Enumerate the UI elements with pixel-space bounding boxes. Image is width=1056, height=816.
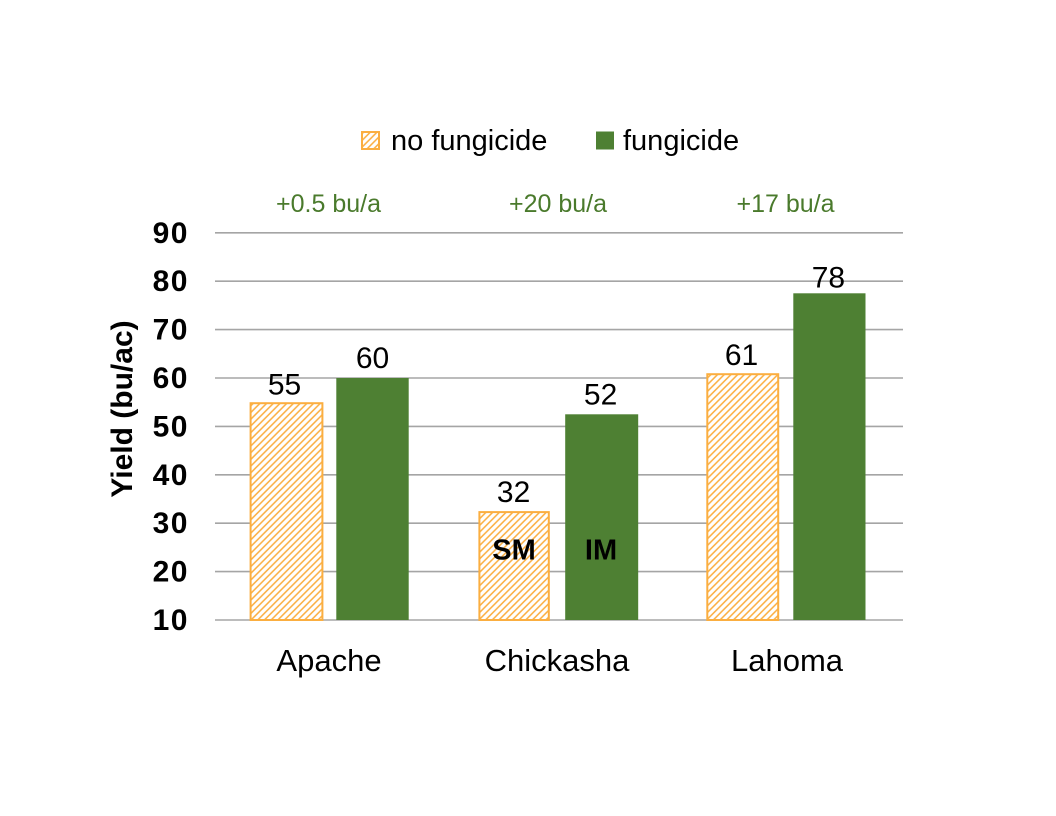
svg-text:IM: IM bbox=[585, 535, 617, 567]
svg-text:+0.5 bu/a: +0.5 bu/a bbox=[276, 190, 381, 218]
svg-text:20: 20 bbox=[153, 556, 189, 589]
svg-text:40: 40 bbox=[153, 459, 189, 492]
svg-text:Lahoma: Lahoma bbox=[731, 643, 844, 678]
svg-text:Apache: Apache bbox=[276, 643, 381, 678]
svg-text:61: 61 bbox=[725, 339, 758, 372]
svg-text:Chickasha: Chickasha bbox=[485, 643, 630, 678]
svg-text:10: 10 bbox=[153, 604, 189, 637]
svg-text:+20 bu/a: +20 bu/a bbox=[509, 190, 607, 218]
svg-text:32: 32 bbox=[497, 476, 530, 509]
svg-text:90: 90 bbox=[153, 217, 189, 250]
svg-text:fungicide: fungicide bbox=[623, 125, 739, 157]
svg-text:70: 70 bbox=[153, 314, 189, 347]
svg-text:60: 60 bbox=[153, 362, 189, 395]
svg-text:30: 30 bbox=[153, 507, 189, 540]
svg-text:SM: SM bbox=[492, 535, 536, 567]
svg-text:60: 60 bbox=[356, 342, 389, 375]
svg-text:50: 50 bbox=[153, 410, 189, 443]
svg-text:52: 52 bbox=[584, 379, 617, 412]
svg-text:80: 80 bbox=[153, 265, 189, 298]
svg-text:78: 78 bbox=[812, 261, 845, 294]
svg-text:55: 55 bbox=[268, 368, 301, 401]
svg-text:+17 bu/a: +17 bu/a bbox=[736, 190, 834, 218]
svg-text:no fungicide: no fungicide bbox=[391, 125, 547, 157]
svg-text:Yield (bu/ac): Yield (bu/ac) bbox=[106, 320, 139, 497]
